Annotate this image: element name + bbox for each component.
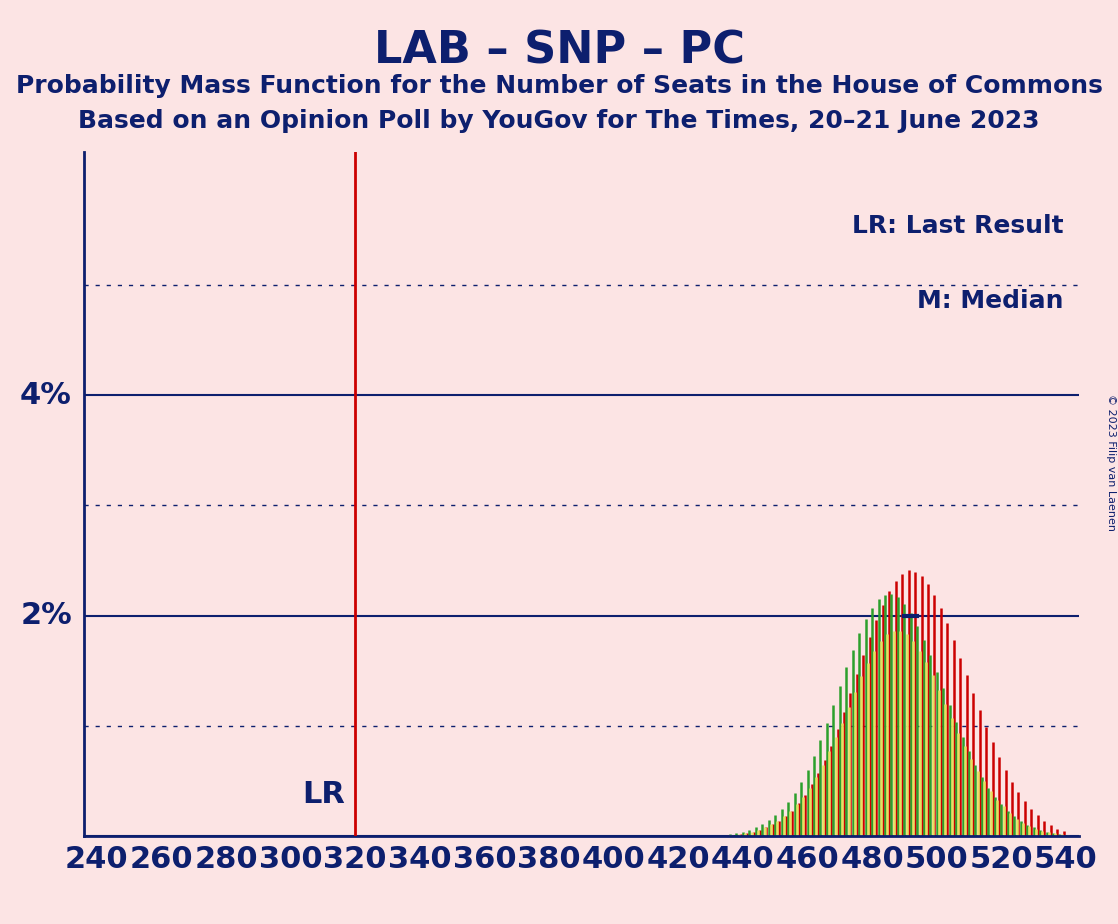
- Text: © 2023 Filip van Laenen: © 2023 Filip van Laenen: [1106, 394, 1116, 530]
- Text: Probability Mass Function for the Number of Seats in the House of Commons: Probability Mass Function for the Number…: [16, 74, 1102, 98]
- Text: LR: Last Result: LR: Last Result: [852, 214, 1064, 238]
- Text: 4%: 4%: [20, 381, 72, 409]
- Text: LAB – SNP – PC: LAB – SNP – PC: [373, 30, 745, 73]
- Text: 2%: 2%: [20, 602, 72, 630]
- Text: M: Median: M: Median: [918, 289, 1064, 313]
- Text: LR: LR: [303, 780, 345, 808]
- Text: Based on an Opinion Poll by YouGov for The Times, 20–21 June 2023: Based on an Opinion Poll by YouGov for T…: [78, 109, 1040, 133]
